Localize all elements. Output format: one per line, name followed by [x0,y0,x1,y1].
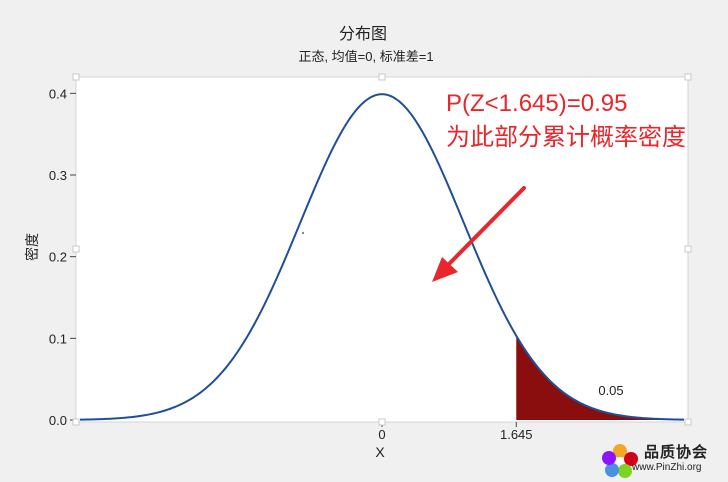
resize-handle[interactable] [684,245,692,253]
tail-probability-label: 0.05 [598,383,623,398]
stray-dot [302,232,304,234]
resize-handle[interactable] [378,73,386,81]
resize-handle[interactable] [72,245,80,253]
x-axis-label: X [375,444,385,460]
annotation-line-2: 为此部分累计概率密度 [446,124,686,151]
chart-title: 分布图 [339,25,387,43]
plot-area [75,76,689,423]
y-tick-label: 0.0 [49,413,67,428]
x-tick-label: 0 [378,427,385,442]
x-axis-ticks: 0 1.645 [378,422,533,442]
shaded-tail-region [516,335,684,420]
chart-subtitle: 正态, 均值=0, 标准差=1 [298,49,433,64]
x-tick-label: 1.645 [500,427,533,442]
annotation-line-1: P(Z<1.645)=0.95 [446,90,627,117]
watermark-site-name: 品质协会 [644,444,709,461]
annotation-arrow [432,186,526,282]
resize-handle[interactable] [72,73,80,81]
resize-handle[interactable] [684,73,692,81]
y-tick-label: 0.3 [49,168,67,183]
density-curve [79,93,685,421]
y-tick-label: 0.1 [49,331,67,346]
resize-handle[interactable] [378,418,386,426]
resize-handle[interactable] [684,418,692,426]
resize-handles [72,73,692,426]
y-axis-ticks: 0.0 0.1 0.2 0.3 0.4 [49,86,76,428]
flower-logo-icon [602,444,638,478]
watermark-url: www.PinZhi.org [632,462,702,473]
resize-handle[interactable] [72,418,80,426]
y-axis-label: 密度 [24,233,40,261]
y-tick-label: 0.2 [49,250,67,265]
site-watermark: 品质协会 www.PinZhi.org [598,440,726,480]
y-tick-label: 0.4 [49,86,67,101]
